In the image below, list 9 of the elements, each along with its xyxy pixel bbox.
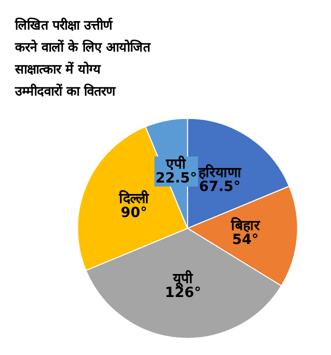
chart-title: लिखित परीक्षा उत्तीर्ण करने वालों के लिए आयोजित साक्षात्कार में योग्य उम्मीदवारों का वितरण xyxy=(14,18,155,100)
slice-label: हरियाणा xyxy=(197,164,242,182)
slice-label: दिल्ली xyxy=(118,190,150,208)
slice-label: बिहार xyxy=(230,216,261,234)
data-label: 54° xyxy=(232,232,259,248)
data-label: 22.5° xyxy=(155,170,198,186)
data-label: 67.5° xyxy=(199,179,241,196)
slice-label: एपी xyxy=(165,155,188,172)
data-label: 90° xyxy=(120,205,148,222)
